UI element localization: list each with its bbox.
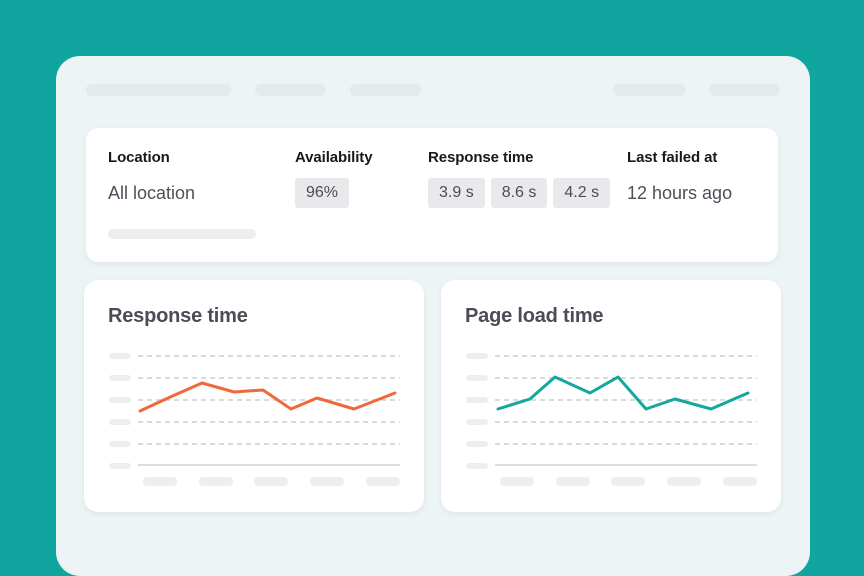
column-header-availability: Availability [295, 149, 428, 166]
response-time-badge: 4.2 s [553, 178, 610, 208]
line-series [498, 377, 748, 409]
monitor-summary-card: Location Availability Response time Last… [86, 128, 778, 262]
chart-card-response-time: Response time [84, 280, 424, 512]
x-axis-skeleton-label [199, 477, 233, 486]
charts-row: Response time Page load time [84, 280, 781, 512]
x-axis-skeleton-label [556, 477, 590, 486]
response-time-badge: 3.9 s [428, 178, 485, 208]
x-axis-skeleton-label [366, 477, 400, 486]
x-axis-skeleton-label [143, 477, 177, 486]
last-failed-value: 12 hours ago [627, 183, 778, 204]
location-value: All location [108, 183, 295, 204]
table-header-row: Location Availability Response time Last… [86, 128, 778, 166]
table-row[interactable]: All location 96% 3.9 s 8.6 s 4.2 s 12 ho… [86, 178, 778, 208]
skeleton-nav-bar [86, 84, 231, 96]
response-time-badges: 3.9 s 8.6 s 4.2 s [428, 178, 627, 208]
x-axis-skeleton-label [500, 477, 534, 486]
table-footer-skeleton-bar [108, 229, 256, 239]
column-header-response-time: Response time [428, 149, 627, 166]
skeleton-nav-bar [709, 84, 780, 96]
skeleton-nav-bar [350, 84, 421, 96]
column-header-last-failed: Last failed at [627, 149, 778, 166]
response-time-badge: 8.6 s [491, 178, 548, 208]
app-window-card: Location Availability Response time Last… [56, 56, 810, 576]
x-axis-skeleton-label [611, 477, 645, 486]
availability-badge: 96% [295, 178, 349, 208]
column-header-location: Location [108, 149, 295, 166]
skeleton-nav-bar [255, 84, 326, 96]
x-axis-skeleton-label [667, 477, 701, 486]
skeleton-nav-bar [613, 84, 686, 96]
x-axis-skeleton-label [723, 477, 757, 486]
line-series [140, 383, 395, 411]
x-axis-skeleton-label [254, 477, 288, 486]
chart-card-page-load-time: Page load time [441, 280, 781, 512]
x-axis-skeleton-label [310, 477, 344, 486]
topbar-skeleton-row [86, 84, 780, 96]
